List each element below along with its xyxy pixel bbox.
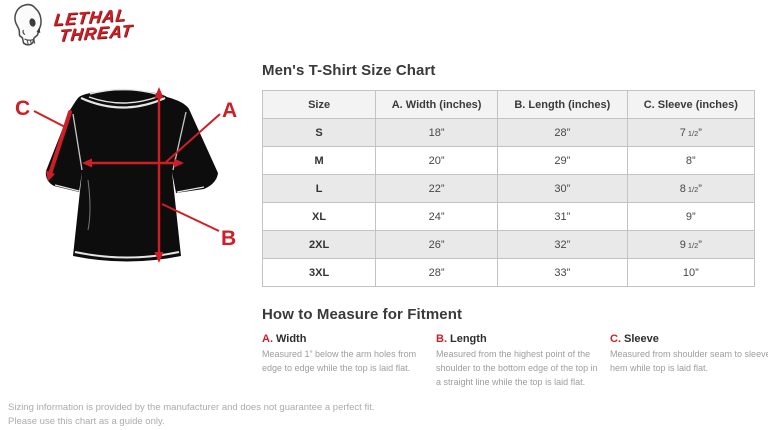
cell-sleeve: 9 1/2” bbox=[626, 230, 756, 259]
table-header-row: Size A. Width (inches) B. Length (inches… bbox=[261, 90, 756, 119]
col-header-sleeve: C. Sleeve (inches) bbox=[626, 90, 756, 119]
measure-letter-a: A. bbox=[262, 333, 273, 345]
sleeve-arrow-bottom bbox=[45, 170, 55, 181]
diagram-label-c: C bbox=[15, 97, 30, 120]
table-row: XL 24” 31” 9” bbox=[261, 202, 756, 231]
tshirt-silhouette bbox=[45, 90, 218, 262]
cell-size: 2XL bbox=[261, 230, 377, 259]
pointer-line-c bbox=[33, 110, 68, 129]
measure-name-length: Length bbox=[450, 333, 487, 345]
cell-width: 24” bbox=[375, 202, 499, 231]
disclaimer-line-1: Sizing information is provided by the ma… bbox=[8, 402, 375, 413]
collar-back-seam bbox=[89, 88, 157, 95]
diagram-label-b: B bbox=[221, 227, 236, 250]
table-row: M 20” 29” 8” bbox=[261, 146, 756, 175]
cell-width: 22” bbox=[375, 174, 499, 203]
cell-sleeve: 8” bbox=[626, 146, 756, 175]
logo-wordmark: LETHAL THREAT bbox=[51, 6, 135, 46]
measure-letter-c: C. bbox=[610, 333, 621, 345]
length-arrow-top bbox=[154, 87, 164, 98]
left-sleeve-seam bbox=[72, 113, 83, 171]
measure-text-sleeve: Measured from shoulder seam to sleeve he… bbox=[610, 349, 768, 373]
width-arrow-left bbox=[82, 158, 92, 168]
measure-text-length: Measured from the highest point of the s… bbox=[436, 349, 598, 387]
collar-outline bbox=[80, 96, 166, 109]
length-arrow-bottom bbox=[154, 252, 164, 263]
measure-item-length: B. Length Measured from the highest point… bbox=[436, 333, 601, 390]
table-row: S 18” 28” 7 1/2” bbox=[261, 118, 756, 147]
measure-head-width: A. Width bbox=[262, 333, 427, 345]
cell-length: 33” bbox=[497, 258, 628, 287]
measure-item-sleeve: C. Sleeve Measured from shoulder seam to … bbox=[610, 333, 768, 390]
cell-size: XL bbox=[261, 202, 377, 231]
cell-sleeve: 10” bbox=[626, 258, 756, 287]
cell-length: 29” bbox=[497, 146, 628, 175]
size-chart-table: Size A. Width (inches) B. Length (inches… bbox=[261, 90, 756, 287]
right-sleeve-hem bbox=[176, 186, 205, 193]
table-row: 3XL 28” 33” 10” bbox=[261, 258, 756, 287]
tshirt-measurement-diagram: A B C bbox=[15, 87, 237, 263]
collar-inner-seam bbox=[88, 96, 158, 104]
cell-size: M bbox=[261, 146, 377, 175]
cell-length: 28” bbox=[497, 118, 628, 147]
disclaimer: Sizing information is provided by the ma… bbox=[8, 401, 375, 429]
cell-length: 32” bbox=[497, 230, 628, 259]
size-table-body: S 18” 28” 7 1/2” M 20” 29” 8” L 22” 30” 8… bbox=[261, 118, 756, 287]
cell-width: 20” bbox=[375, 146, 499, 175]
content-column: Men's T-Shirt Size Chart Size A. Width (… bbox=[261, 62, 768, 390]
bottom-hem-seam bbox=[74, 251, 180, 259]
sleeve-measure-line bbox=[48, 110, 72, 176]
cell-length: 31” bbox=[497, 202, 628, 231]
cell-sleeve: 8 1/2” bbox=[626, 174, 756, 203]
measure-text-width: Measured 1” below the arm holes from edg… bbox=[262, 349, 417, 373]
body-crease bbox=[87, 179, 91, 231]
table-row: L 22” 30” 8 1/2” bbox=[261, 174, 756, 203]
pointer-line-a bbox=[165, 113, 221, 163]
cell-size: 3XL bbox=[261, 258, 377, 287]
cell-width: 26” bbox=[375, 230, 499, 259]
cell-size: L bbox=[261, 174, 377, 203]
pointer-line-b bbox=[161, 203, 220, 232]
col-header-length: B. Length (inches) bbox=[497, 90, 628, 119]
left-sleeve-hem bbox=[54, 184, 80, 192]
measure-item-width: A. Width Measured 1” below the arm holes … bbox=[262, 333, 427, 390]
measure-name-width: Width bbox=[276, 333, 307, 345]
measure-letter-b: B. bbox=[436, 333, 447, 345]
logo-text-threat: THREAT bbox=[58, 21, 134, 46]
brand-logo: LETHAL THREAT bbox=[8, 3, 134, 49]
cell-length: 30” bbox=[497, 174, 628, 203]
cell-width: 28” bbox=[375, 258, 499, 287]
table-row: 2XL 26” 32” 9 1/2” bbox=[261, 230, 756, 259]
measure-head-length: B. Length bbox=[436, 333, 601, 345]
measure-instructions: A. Width Measured 1” below the arm holes … bbox=[262, 333, 768, 390]
measure-head-sleeve: C. Sleeve bbox=[610, 333, 768, 345]
col-header-size: Size bbox=[261, 90, 377, 119]
width-arrow-right bbox=[174, 158, 184, 168]
cell-sleeve: 7 1/2” bbox=[626, 118, 756, 147]
measure-name-sleeve: Sleeve bbox=[624, 333, 659, 345]
measure-section-title: How to Measure for Fitment bbox=[262, 306, 463, 323]
disclaimer-line-2: Please use this chart as a guide only. bbox=[8, 415, 165, 427]
cell-size: S bbox=[261, 118, 377, 147]
cell-sleeve: 9” bbox=[626, 202, 756, 231]
cell-width: 18” bbox=[375, 118, 499, 147]
diagram-label-a: A bbox=[222, 99, 237, 122]
col-header-width: A. Width (inches) bbox=[375, 90, 499, 119]
skull-icon bbox=[14, 3, 42, 46]
size-chart-title: Men's T-Shirt Size Chart bbox=[262, 62, 436, 79]
